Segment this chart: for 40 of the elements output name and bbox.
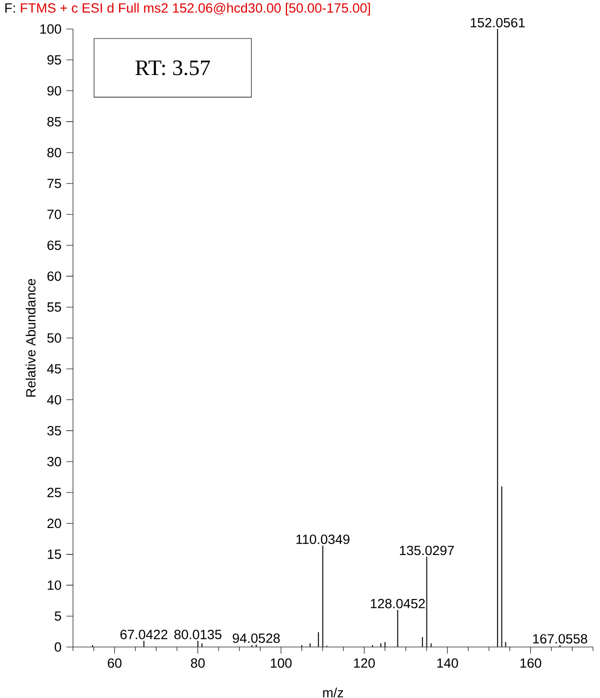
y-tick-label: 45: [47, 364, 62, 374]
y-axis-title: Relative Abundance: [26, 278, 36, 397]
y-tick-label: 100: [40, 24, 62, 34]
annotation: 167.0558: [533, 634, 588, 644]
annotation: RT: 3.57: [135, 60, 210, 76]
y-tick-label: 65: [47, 240, 62, 250]
y-tick-label: 0: [54, 642, 62, 652]
annotation: 128.0452: [370, 598, 425, 608]
y-tick-label: 25: [47, 488, 62, 498]
x-axis-title: m/z: [323, 688, 344, 698]
y-tick-label: 90: [47, 86, 62, 96]
y-tick-label: 5: [54, 611, 62, 621]
chart-subtitle: FTMS + c ESI d Full ms2 152.06@hcd30.00 [50.00-175.00]: [20, 2, 370, 16]
annotation: 110.0349: [296, 534, 350, 544]
y-tick-label: 20: [47, 518, 62, 528]
x-tick-label: 100: [270, 658, 292, 668]
y-tick-label: 50: [47, 333, 62, 343]
y-tick-label: 80: [47, 148, 62, 158]
y-tick-label: 55: [47, 302, 62, 312]
y-tick-label: 85: [47, 116, 62, 126]
y-tick-label: 30: [47, 456, 62, 466]
x-tick-label: 80: [190, 658, 205, 668]
annotation: 94.0528: [232, 633, 280, 643]
y-tick-label: 15: [48, 550, 62, 559]
y-tick-label: 75: [47, 178, 62, 188]
x-tick-label: 120: [354, 658, 375, 668]
x-tick-label: 160: [520, 658, 542, 668]
x-tick-label: 140: [437, 658, 458, 668]
y-tick-label: 10: [48, 580, 62, 590]
y-tick-label: 60: [47, 271, 62, 281]
y-tick-label: 95: [47, 55, 62, 65]
annotation: 80.0135: [174, 630, 222, 640]
y-tick-label: 40: [47, 395, 62, 405]
y-tick-label: 70: [47, 210, 62, 220]
annotation: 67.0422: [120, 630, 168, 640]
annotation: 152.0561: [470, 18, 525, 28]
chart-title: F:: [5, 3, 15, 13]
annotation: 135.0297: [400, 546, 454, 556]
y-tick-label: 35: [47, 426, 62, 436]
x-tick-label: 60: [108, 658, 122, 668]
